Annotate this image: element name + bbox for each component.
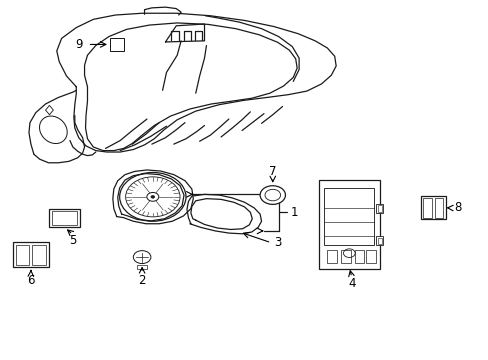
- Bar: [32, 244, 46, 265]
- Text: 5: 5: [69, 234, 77, 247]
- Bar: [340, 249, 350, 263]
- Text: 1: 1: [290, 206, 298, 219]
- Bar: [16, 244, 29, 265]
- Text: 4: 4: [347, 278, 355, 291]
- Bar: [375, 236, 382, 245]
- Text: 6: 6: [27, 274, 35, 287]
- Bar: [420, 196, 446, 220]
- Circle shape: [260, 186, 285, 204]
- Bar: [423, 198, 431, 218]
- Bar: [434, 198, 443, 218]
- Bar: [375, 204, 382, 213]
- Text: 7: 7: [268, 165, 276, 177]
- Bar: [377, 206, 381, 212]
- FancyBboxPatch shape: [318, 180, 379, 269]
- Circle shape: [150, 195, 155, 198]
- Bar: [377, 238, 381, 244]
- Bar: [366, 249, 375, 263]
- Bar: [13, 242, 49, 267]
- Bar: [327, 249, 336, 263]
- Text: 8: 8: [453, 202, 461, 215]
- Text: 2: 2: [138, 274, 145, 287]
- Circle shape: [146, 193, 159, 201]
- Bar: [52, 211, 77, 225]
- Bar: [354, 249, 364, 263]
- Bar: [137, 265, 147, 269]
- Bar: [324, 188, 373, 245]
- Text: 3: 3: [273, 236, 281, 249]
- Bar: [49, 209, 80, 227]
- Bar: [110, 38, 123, 51]
- Text: 9: 9: [75, 38, 82, 51]
